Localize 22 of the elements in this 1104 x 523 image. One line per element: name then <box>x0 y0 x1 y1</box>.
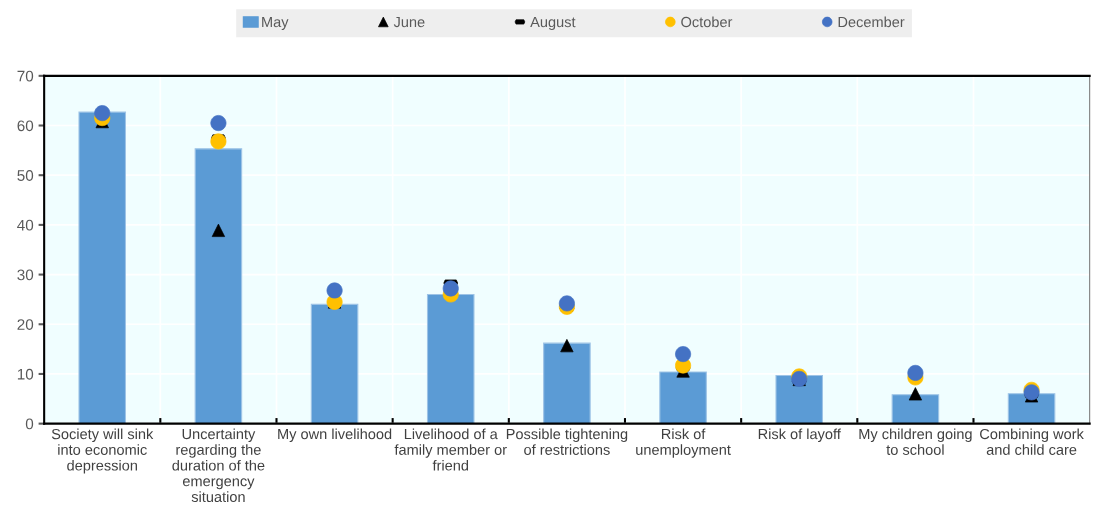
x-tick-label: My children going to school <box>859 428 972 455</box>
y-tick-label: 30 <box>17 269 34 281</box>
y-tick-label: 10 <box>17 368 34 380</box>
x-tick-label: Risk of unemployment <box>636 428 731 458</box>
x-tick-label: Society will sink into economic depression <box>51 428 154 474</box>
y-tick-label: 70 <box>17 70 34 82</box>
x-tick-label: Livelihood of a family member or friend <box>394 428 507 471</box>
x-tick-label: My own livelihood <box>278 428 392 443</box>
x-tick-label: Risk of layoff <box>758 428 841 443</box>
x-tick-label: Combining work and child care <box>980 428 1084 455</box>
y-tick-label: 40 <box>17 219 34 231</box>
x-tick-label: Possible tightening of restrictions <box>506 428 628 455</box>
y-tick-label: 20 <box>17 319 34 330</box>
legend-label: October <box>681 16 733 28</box>
legend-label: May <box>262 17 289 31</box>
legend-label: August <box>530 17 576 31</box>
legend-label: June <box>393 17 425 28</box>
y-tick-label: 50 <box>17 170 34 181</box>
y-tick-label: 60 <box>17 120 34 132</box>
legend-label: December <box>838 16 905 28</box>
y-tick-label: 0 <box>25 418 34 430</box>
x-tick-label: Uncertainty regarding the duration of the emergency situation <box>172 428 265 503</box>
